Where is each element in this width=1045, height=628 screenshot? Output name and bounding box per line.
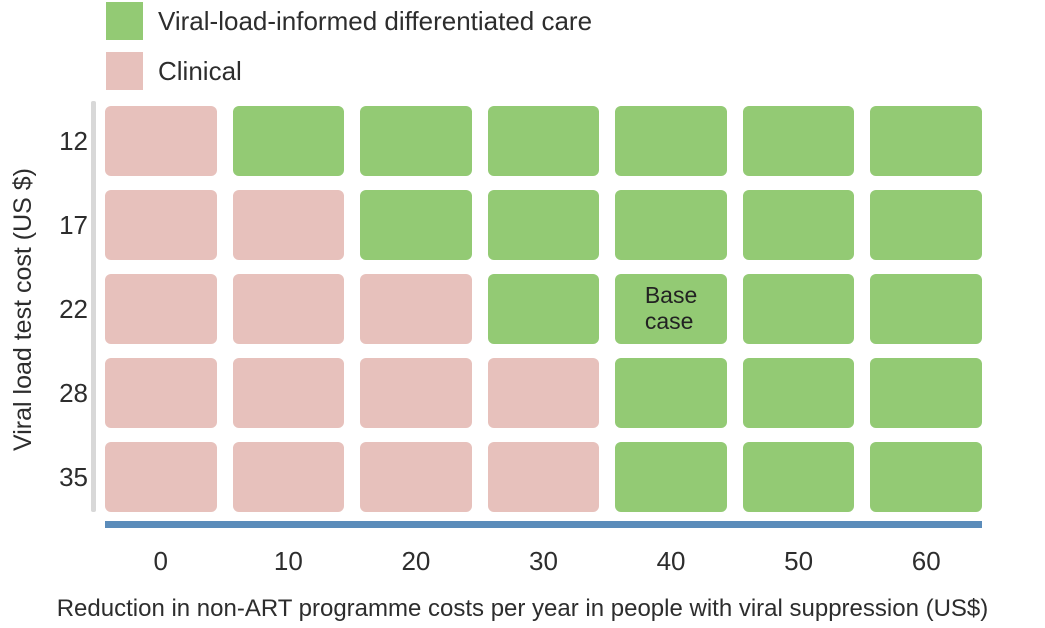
heatmap-cell-y35-x10-clinical: [232, 442, 345, 512]
heatmap-cell-y22-x20-clinical: [360, 274, 472, 344]
legend-item-clinical: Clinical: [106, 52, 592, 90]
heatmap-cell-y35-x30-clinical: [487, 442, 600, 512]
x-tick-label-30: 30: [529, 546, 558, 576]
heatmap-cell-y22-x60-vlic: [870, 274, 982, 344]
heatmap-cell-y28-x60-vlic: [870, 358, 982, 428]
heatmap-cell-y28-x30-clinical: [487, 358, 600, 428]
heatmap-cell-y28-x40-vlic: [615, 358, 727, 428]
x-tick-label-60: 60: [911, 546, 941, 576]
heatmap-cell-y17-x30-vlic: [487, 190, 600, 260]
heatmap-cell-y12-x20-vlic: [360, 106, 472, 176]
x-tick-label-40: 40: [656, 546, 686, 576]
heatmap-cell-y22-x0-clinical: [105, 274, 217, 344]
legend: Viral-load-informed differentiated care …: [106, 2, 592, 90]
x-axis-ticks: 0 10 20 30 40 50 60: [105, 546, 982, 577]
x-tick-label-10: 10: [273, 546, 303, 576]
y-tick-label-35: 35: [59, 461, 88, 492]
heatmap-cell-y35-x0-clinical: [105, 442, 217, 512]
x-tick-label-20: 20: [401, 546, 431, 576]
y-axis-ticks: 12 17 22 28 35: [28, 106, 88, 512]
legend-label-clinical: Clinical: [158, 55, 242, 86]
heatmap-cell-y12-x30-vlic: [487, 106, 600, 176]
heatmap-cell-y35-x40-vlic: [615, 442, 727, 512]
heatmap-cell-y17-x0-clinical: [105, 190, 217, 260]
x-tick-label-0: 0: [153, 546, 169, 576]
heatmap-cell-y12-x40-vlic: [615, 106, 727, 176]
y-tick-label-22: 22: [59, 293, 88, 324]
legend-item-viral-load-informed: Viral-load-informed differentiated care: [106, 2, 592, 40]
heatmap-grid: Base case: [105, 106, 982, 512]
heatmap-cell-y28-x10-clinical: [232, 358, 345, 428]
heatmap-cell-y35-x50-vlic: [742, 442, 855, 512]
heatmap-cell-y35-x60-vlic: [870, 442, 982, 512]
heatmap-cell-y17-x20-vlic: [360, 190, 472, 260]
heatmap-cell-y12-x10-vlic: [232, 106, 345, 176]
y-axis-line: [91, 101, 96, 512]
heatmap-cell-y17-x50-vlic: [742, 190, 855, 260]
y-tick-label-28: 28: [59, 377, 88, 408]
heatmap-cell-y22-x30-vlic: [487, 274, 600, 344]
heatmap-cell-y28-x0-clinical: [105, 358, 217, 428]
heatmap-cell-y28-x50-vlic: [742, 358, 855, 428]
y-tick-label-17: 17: [59, 209, 88, 240]
x-tick-label-50: 50: [784, 546, 814, 576]
legend-swatch-pink: [106, 52, 143, 90]
legend-swatch-green: [106, 2, 143, 40]
heatmap-cell-y12-x0-clinical: [105, 106, 217, 176]
heatmap-cell-y22-x40-vlic: Base case: [615, 274, 727, 344]
heatmap-cell-y17-x40-vlic: [615, 190, 727, 260]
x-axis-title: Reduction in non-ART programme costs per…: [56, 595, 989, 622]
heatmap-cell-y22-x50-vlic: [742, 274, 855, 344]
y-tick-label-12: 12: [59, 125, 88, 156]
heatmap-cell-y22-x10-clinical: [232, 274, 345, 344]
x-axis-line: [105, 521, 982, 528]
heatmap-cell-y12-x50-vlic: [742, 106, 855, 176]
heatmap-cell-y35-x20-clinical: [360, 442, 472, 512]
heatmap-cell-y12-x60-vlic: [870, 106, 982, 176]
heatmap-cell-y17-x10-clinical: [232, 190, 345, 260]
heatmap-cell-y28-x20-clinical: [360, 358, 472, 428]
legend-label-viral-load-informed: Viral-load-informed differentiated care: [158, 5, 593, 36]
heatmap-cell-y17-x60-vlic: [870, 190, 982, 260]
base-case-annotation: Base case: [644, 282, 698, 334]
